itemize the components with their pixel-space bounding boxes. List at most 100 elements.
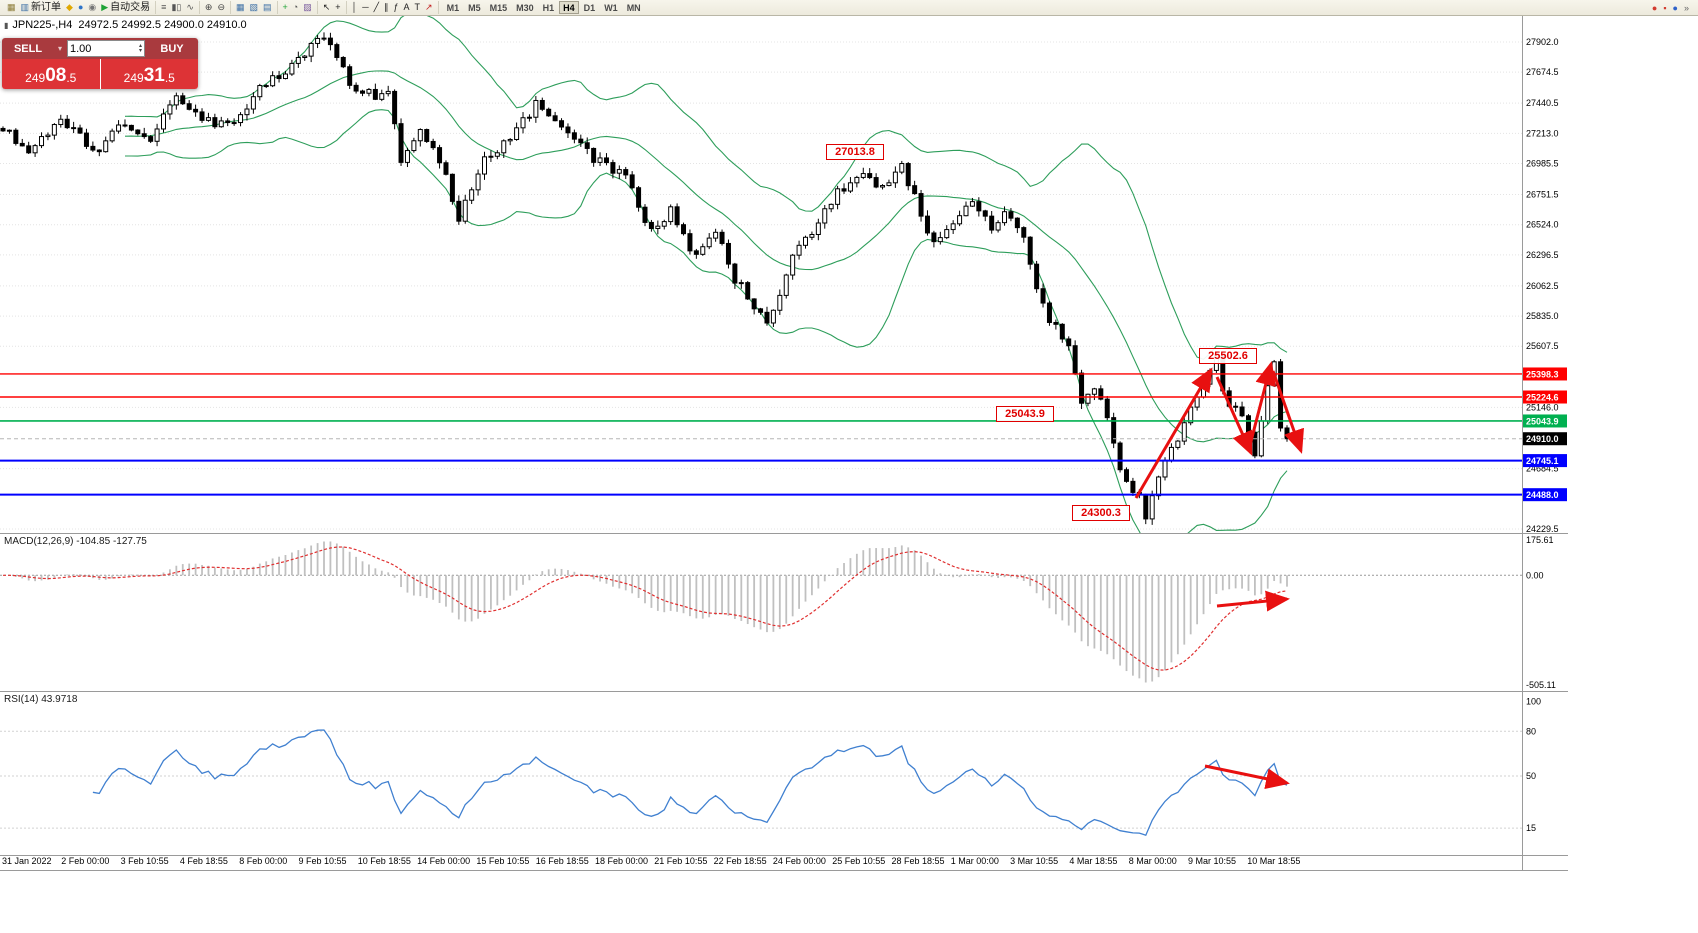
label-icon: T [414, 2, 421, 12]
volume-down-icon[interactable]: ▾ [138, 47, 142, 54]
vertical-line-icon[interactable]: │ [351, 1, 359, 14]
cursor-icon[interactable]: ↖ [322, 1, 332, 14]
timeframe-m1[interactable]: M1 [446, 3, 460, 13]
zoom-in-icon[interactable]: ⊕ [204, 1, 214, 14]
svg-text:27440.5: 27440.5 [1526, 98, 1559, 108]
news-icon[interactable]: ● [1672, 2, 1678, 13]
volume-dropdown-icon[interactable]: ▾ [57, 44, 62, 53]
volume-up-icon[interactable]: ▴ [138, 42, 142, 49]
svg-text:8 Mar 00:00: 8 Mar 00:00 [1129, 856, 1177, 866]
arrange-windows-icon[interactable]: ▤ [262, 1, 273, 14]
autotrading-icon: ▶ [101, 2, 109, 12]
timeframe-h4[interactable]: H4 [559, 1, 579, 14]
price-annotation[interactable]: 24300.3 [1072, 505, 1130, 521]
svg-text:24488.0: 24488.0 [1526, 490, 1559, 500]
svg-text:15 Feb 10:55: 15 Feb 10:55 [476, 856, 529, 866]
buy-price-button[interactable]: 249 31.5 [100, 59, 198, 89]
timeframe-m30[interactable]: M30 [516, 3, 534, 13]
svg-text:25835.0: 25835.0 [1526, 311, 1559, 321]
svg-text:24910.0: 24910.0 [1526, 434, 1559, 444]
macd-indicator-label: MACD(12,26,9) -104.85 -127.75 [4, 536, 147, 547]
timeframe-mn[interactable]: MN [626, 3, 641, 13]
svg-text:25224.6: 25224.6 [1526, 393, 1559, 403]
bar-chart-icon[interactable]: ≡ [160, 1, 167, 14]
svg-text:24 Feb 00:00: 24 Feb 00:00 [773, 856, 826, 866]
price-annotation[interactable]: 25043.9 [996, 406, 1054, 422]
volume-spinner[interactable]: ▴ ▾ [138, 42, 142, 54]
sell-price-button[interactable]: 249 08.5 [2, 59, 100, 89]
toolbar-overflow-icon[interactable]: » [1683, 2, 1689, 13]
horizontal-line-icon: ─ [362, 2, 369, 12]
timeframe-m15[interactable]: M15 [489, 3, 508, 13]
chart-window-icon[interactable]: ▦ [6, 1, 17, 14]
main-price-panel [0, 16, 1290, 533]
svg-text:8 Feb 00:00: 8 Feb 00:00 [239, 856, 287, 866]
metaquotes-icon[interactable]: ◆ [65, 1, 74, 14]
svg-text:4 Feb 18:55: 4 Feb 18:55 [180, 856, 228, 866]
mail-icon[interactable]: ▪ [1663, 2, 1667, 13]
fibonacci-icon[interactable]: ƒ [393, 1, 400, 14]
svg-text:25043.9: 25043.9 [1526, 416, 1559, 426]
indicators-icon[interactable]: + [282, 1, 289, 14]
metaquotes-icon: ◆ [66, 2, 73, 12]
svg-text:175.61: 175.61 [1526, 535, 1554, 545]
new-order-button[interactable]: ▥ 新订单 [20, 1, 63, 14]
timeframe-d1[interactable]: D1 [583, 3, 596, 13]
info-icon[interactable]: ◉ [87, 1, 97, 14]
crosshair-icon[interactable]: + [334, 1, 341, 14]
horizontal-line-icon[interactable]: ─ [361, 1, 369, 14]
toolbar-group: ▦ ▥ 新订单 ◆ ● ◉ ▶ 自动交易 [2, 1, 157, 14]
periods-icon[interactable]: ◔ [292, 1, 299, 14]
new-order-button-label: 新订单 [31, 2, 62, 13]
svg-text:27213.0: 27213.0 [1526, 128, 1559, 138]
svg-text:100: 100 [1526, 696, 1541, 706]
candlestick-chart-icon: ▮▯ [171, 2, 182, 12]
svg-text:25146.0: 25146.0 [1526, 402, 1559, 412]
timeframe-m5[interactable]: M5 [468, 3, 481, 13]
timeframe-w1[interactable]: W1 [604, 3, 618, 13]
cursor-icon: ↖ [322, 2, 331, 12]
svg-text:27674.5: 27674.5 [1526, 67, 1559, 77]
price-annotation[interactable]: 25502.6 [1199, 348, 1257, 364]
autotrading-button[interactable]: ▶ 自动交易 [100, 1, 151, 14]
buy-price-big: 31 [143, 65, 165, 86]
community-icon[interactable]: ● [77, 1, 84, 14]
symbol-ohlc-info: ▮ JPN225-,H4 24972.5 24992.5 24900.0 249… [4, 19, 247, 31]
text-icon[interactable]: A [403, 1, 411, 14]
line-chart-icon[interactable]: ∿ [185, 1, 195, 14]
templates-icon[interactable]: ▨ [302, 1, 313, 14]
channel-icon[interactable]: ∥ [383, 1, 390, 14]
volume-field[interactable]: 1.00 ▴ ▾ [67, 40, 145, 57]
buy-button[interactable]: BUY [160, 42, 184, 55]
toolbar-groups: ▦ ▥ 新订单 ◆ ● ◉ ▶ 自动交易 ≡ ▮▯ ∿ ⊕ ⊖ ▦ ▧ ▤ + ◔ ▨ ↖ + │ ─ ╱ ∥ ƒ A T ↗ [2, 0, 439, 15]
tile-windows-icon[interactable]: ▦ [235, 1, 246, 14]
price-annotation[interactable]: 27013.8 [826, 144, 884, 160]
timeframe-h1[interactable]: H1 [542, 3, 555, 13]
trend-arrow [1204, 764, 1290, 790]
zoom-in-icon: ⊕ [204, 2, 213, 12]
arrow-tools-icon[interactable]: ↗ [424, 1, 434, 14]
toolbar-group: ↖ + [318, 1, 347, 14]
svg-text:24745.1: 24745.1 [1526, 456, 1559, 466]
bollinger-band-line [125, 109, 1288, 533]
periods-icon: ◔ [292, 2, 299, 12]
candlestick-chart-icon[interactable]: ▮▯ [170, 1, 182, 14]
zoom-out-icon[interactable]: ⊖ [216, 1, 226, 14]
trendline-icon[interactable]: ╱ [373, 1, 380, 14]
toolbar-right-icons: ● ▪ ● » [1651, 1, 1696, 14]
svg-text:80: 80 [1526, 726, 1536, 736]
svg-text:15: 15 [1526, 823, 1536, 833]
cascade-windows-icon[interactable]: ▧ [249, 1, 260, 14]
sell-button[interactable]: SELL [13, 42, 43, 55]
trend-arrow [1247, 361, 1276, 450]
label-icon[interactable]: T [414, 1, 422, 14]
new-order-icon: ▥ [20, 2, 30, 12]
sell-price-big: 08 [45, 65, 67, 86]
alert-icon[interactable]: ● [1651, 2, 1658, 13]
community-icon: ● [77, 2, 84, 12]
trend-arrow [1216, 590, 1290, 612]
price-scale-marker [1523, 414, 1567, 428]
volume-value[interactable]: 1.00 [70, 42, 92, 55]
